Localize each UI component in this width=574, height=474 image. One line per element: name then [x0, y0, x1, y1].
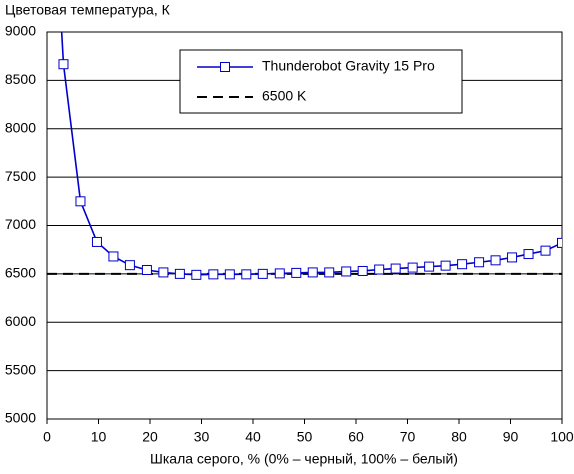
y-tick-label: 9000 [5, 23, 36, 39]
point-marker [108, 251, 119, 262]
x-tick-label: 60 [348, 429, 364, 445]
point-marker [324, 267, 335, 278]
point-marker [407, 262, 418, 273]
point-marker [507, 252, 518, 263]
point-marker [241, 269, 252, 280]
legend-box [179, 49, 463, 114]
point-marker [490, 255, 501, 266]
point-marker [208, 269, 219, 280]
point-marker [307, 267, 318, 278]
x-axis-label: Шкала серого, % (0% – черный, 100% – бел… [150, 451, 458, 467]
point-marker [174, 268, 185, 279]
y-tick-label: 7000 [5, 216, 36, 232]
x-tick-label: 50 [297, 429, 313, 445]
point-marker [91, 236, 102, 247]
point-marker [341, 266, 352, 277]
point-marker [141, 265, 152, 276]
point-marker [124, 260, 135, 271]
x-tick-label: 100 [550, 429, 574, 445]
point-marker [58, 59, 69, 70]
point-marker [75, 196, 86, 207]
y-tick-label: 8500 [5, 71, 36, 87]
plot-area [47, 32, 562, 280]
point-marker [257, 268, 268, 279]
x-tick-label: 70 [400, 429, 416, 445]
legend-label: 6500 K [262, 88, 307, 104]
x-tick-label: 0 [43, 429, 51, 445]
point-marker [158, 267, 169, 278]
point-marker [440, 260, 451, 271]
point-marker [457, 259, 468, 270]
x-tick-label: 10 [91, 429, 107, 445]
point-marker [224, 269, 235, 280]
y-tick-label: 6000 [5, 313, 36, 329]
point-marker [191, 269, 202, 280]
x-tick-label: 20 [142, 429, 158, 445]
point-marker [424, 261, 435, 272]
y-axis-label: Цветовая температура, К [5, 2, 171, 18]
y-tick-label: 8000 [5, 119, 36, 135]
point-marker [274, 268, 285, 279]
y-tick-label: 7500 [5, 168, 36, 184]
point-marker [474, 257, 485, 268]
plot-border [46, 31, 563, 420]
legend-label: Thunderobot Gravity 15 Pro [262, 58, 435, 74]
point-marker [357, 265, 368, 276]
point-marker [557, 237, 562, 248]
point-marker [540, 245, 551, 256]
series-line [60, 32, 562, 276]
point-marker [291, 267, 302, 278]
point-marker [374, 264, 385, 275]
x-tick-label: 90 [503, 429, 519, 445]
x-tick-label: 30 [194, 429, 210, 445]
x-tick-label: 80 [451, 429, 467, 445]
y-tick-label: 5500 [5, 361, 36, 377]
y-tick-label: 5000 [5, 410, 36, 426]
point-marker [390, 263, 401, 274]
point-marker [523, 249, 534, 260]
legend-marker [220, 62, 230, 72]
x-tick-label: 40 [245, 429, 261, 445]
y-tick-label: 6500 [5, 265, 36, 281]
